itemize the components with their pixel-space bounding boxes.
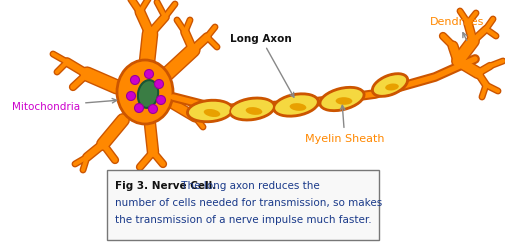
Ellipse shape xyxy=(188,102,232,122)
Text: Long Axon: Long Axon xyxy=(230,34,294,98)
Ellipse shape xyxy=(187,100,233,123)
Ellipse shape xyxy=(273,94,319,117)
Circle shape xyxy=(144,70,154,79)
Circle shape xyxy=(155,80,164,89)
Ellipse shape xyxy=(274,95,318,116)
Ellipse shape xyxy=(230,99,274,120)
FancyBboxPatch shape xyxy=(107,170,379,240)
Circle shape xyxy=(157,96,166,105)
Ellipse shape xyxy=(336,98,352,106)
Ellipse shape xyxy=(246,108,262,116)
Ellipse shape xyxy=(372,74,408,97)
Ellipse shape xyxy=(290,104,307,112)
Circle shape xyxy=(148,105,158,114)
Ellipse shape xyxy=(320,88,365,112)
Text: number of cells needed for transmission, so makes: number of cells needed for transmission,… xyxy=(115,197,382,207)
Ellipse shape xyxy=(117,61,173,124)
Ellipse shape xyxy=(229,98,275,121)
Text: the transmission of a nerve impulse much faster.: the transmission of a nerve impulse much… xyxy=(115,214,372,224)
Circle shape xyxy=(134,104,143,113)
Circle shape xyxy=(126,92,135,101)
Ellipse shape xyxy=(138,81,158,108)
Ellipse shape xyxy=(373,75,407,96)
Text: The long axon reduces the: The long axon reduces the xyxy=(178,180,320,190)
Ellipse shape xyxy=(321,88,364,110)
Text: Fig 3. Nerve Cell.: Fig 3. Nerve Cell. xyxy=(115,180,216,190)
Ellipse shape xyxy=(385,84,399,91)
Circle shape xyxy=(130,76,139,85)
Text: Mitochondria: Mitochondria xyxy=(12,99,117,112)
Text: Myelin Sheath: Myelin Sheath xyxy=(305,106,384,144)
Text: Dendrites: Dendrites xyxy=(430,17,484,41)
Ellipse shape xyxy=(204,110,220,118)
